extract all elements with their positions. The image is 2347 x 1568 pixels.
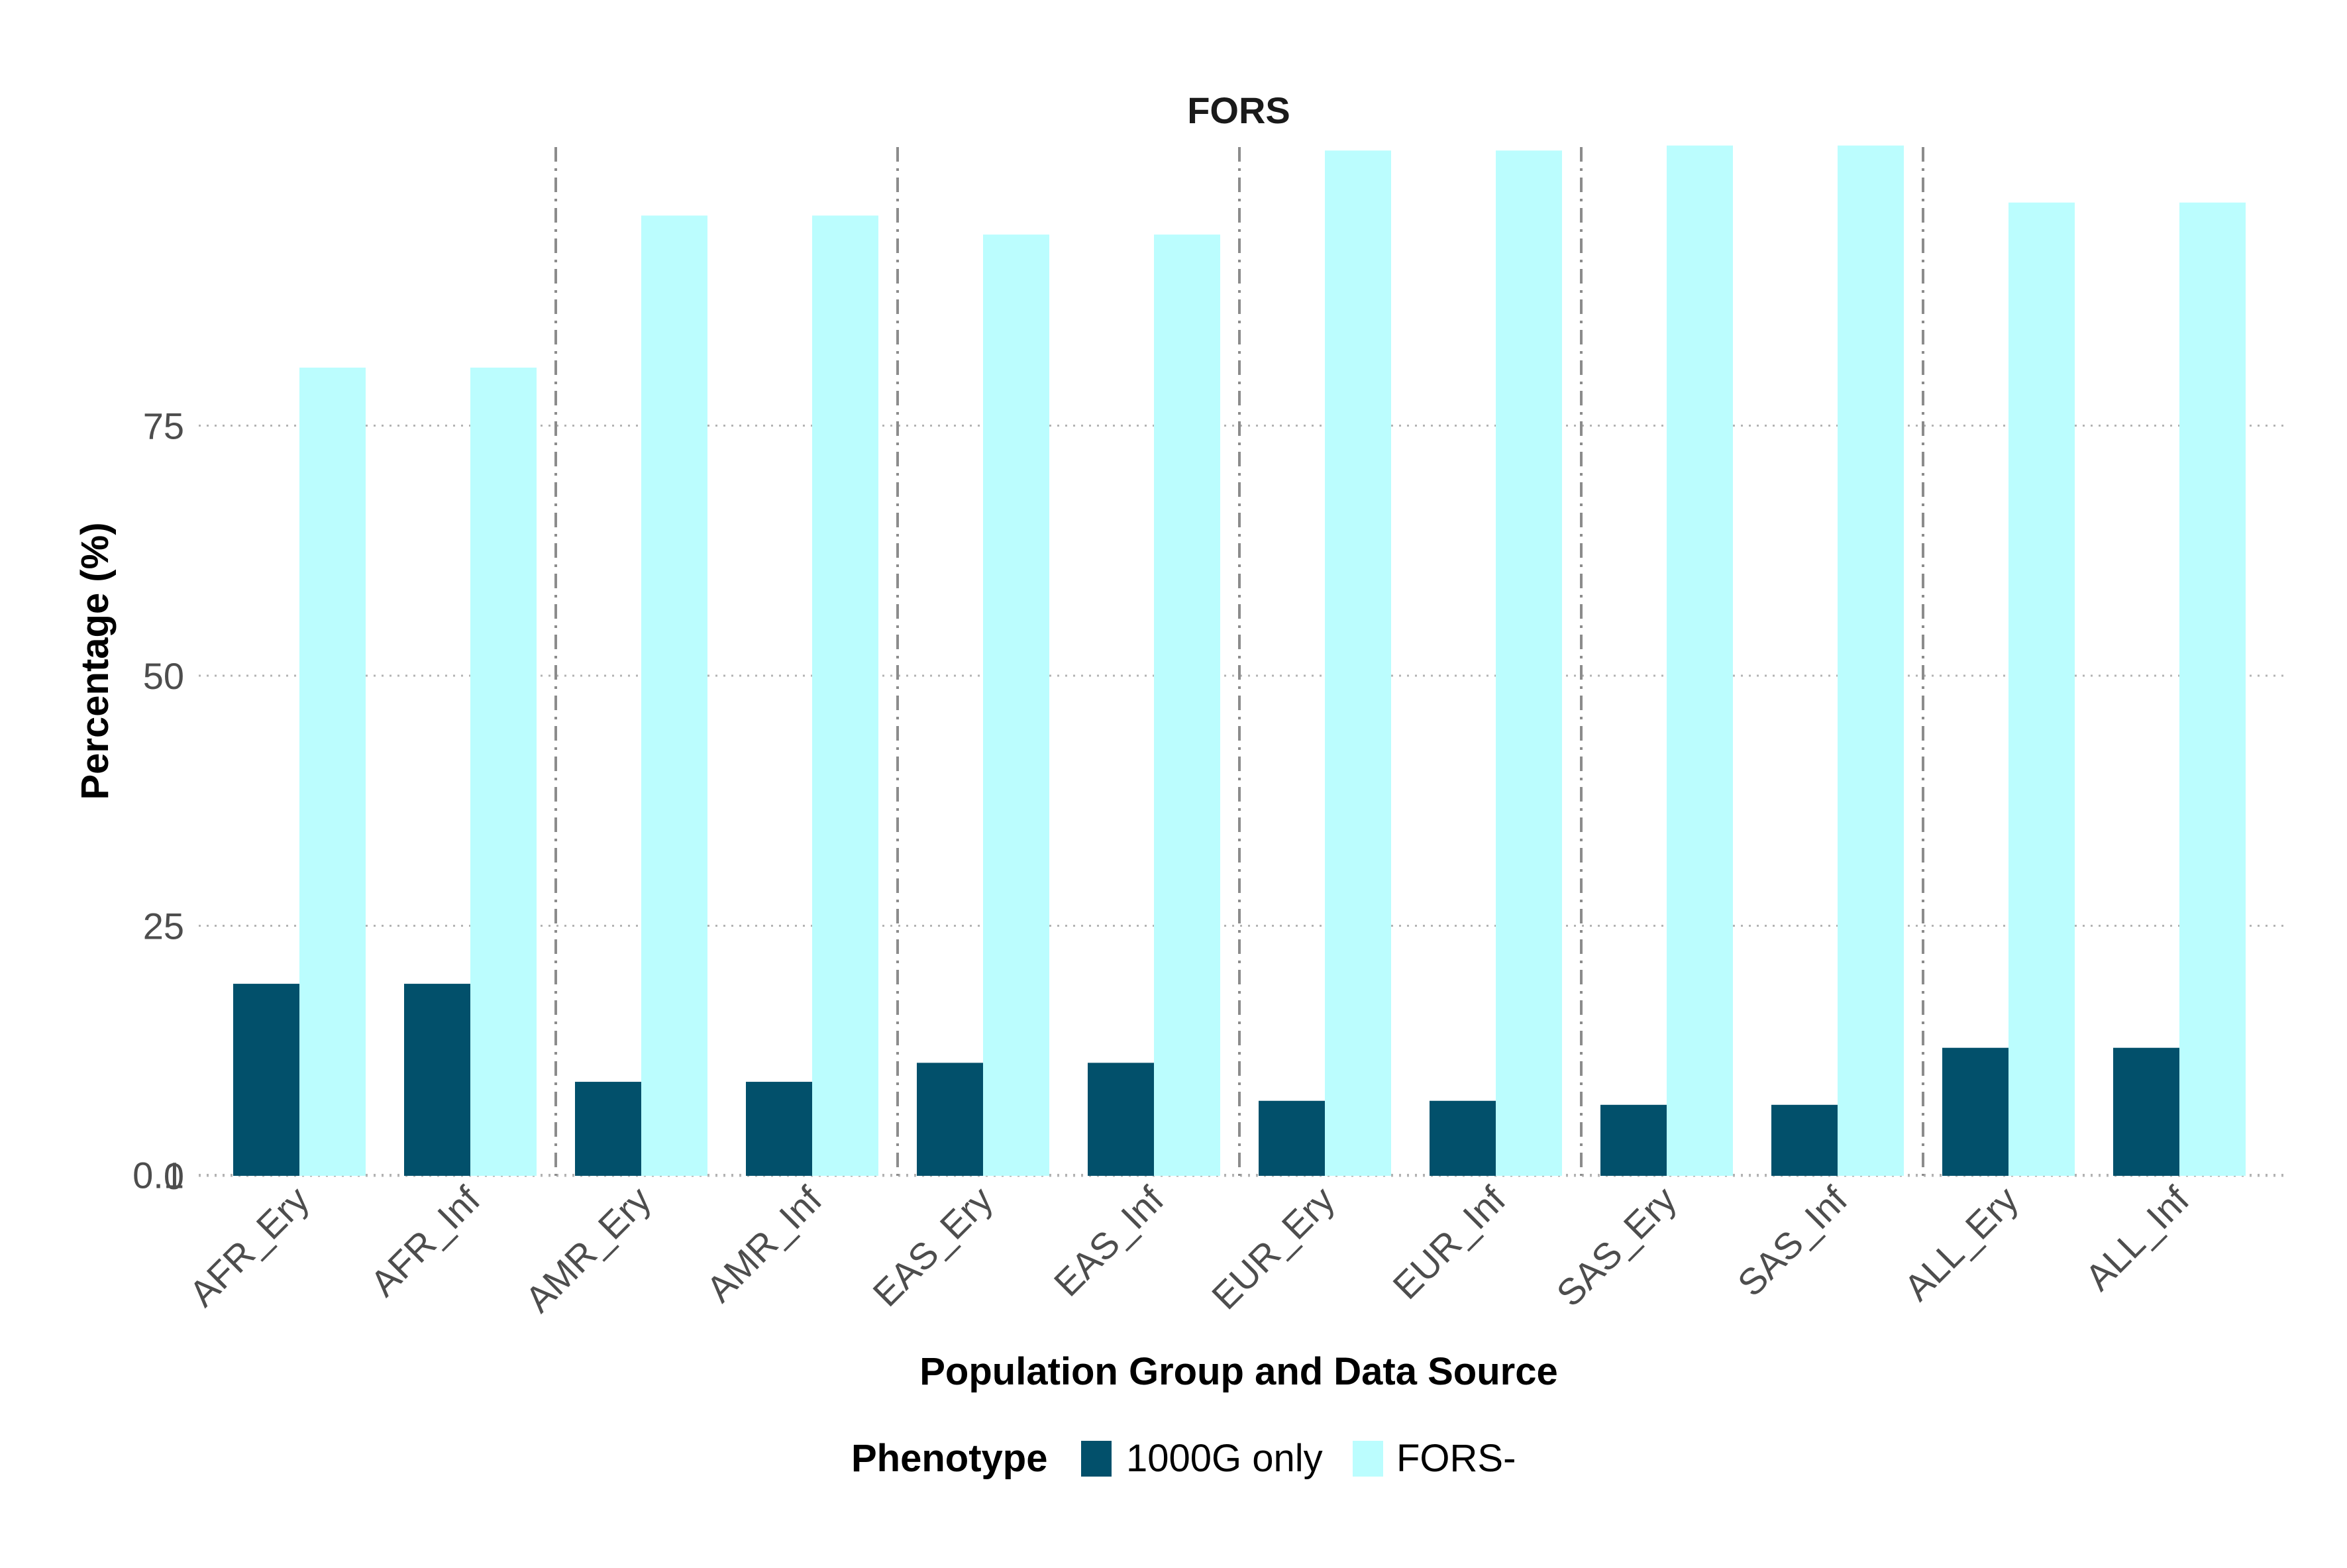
y-tick-label: 0 [164,1155,184,1197]
y-tick-labels: 00.1 25 50 75 [132,405,184,1198]
x-tick-label: ALL_Ery [1896,1178,2026,1308]
x-tick-label: SAS_Inf [1730,1178,1855,1304]
x-tick-label: EAS_Inf [1046,1178,1172,1304]
bar-fors-minus [1838,145,1904,1176]
y-tick-label: 0.1 [132,1154,184,1196]
bar-fors-minus [1154,235,1220,1176]
group-separators [554,147,1924,1176]
bar-fors-minus [470,367,537,1176]
x-tick-label: SAS_Ery [1548,1178,1684,1314]
bar-1000g-only [1259,1100,1325,1176]
y-tick-label: 75 [143,405,184,447]
bar-1000g-only [1430,1100,1496,1176]
bar-fors-minus [1496,150,1562,1176]
legend-label-1000g-only: 1000G only [1126,1437,1323,1480]
y-tick-label: 25 [143,906,184,947]
x-tick-label: EUR_Inf [1384,1178,1514,1308]
bar-1000g-only [233,984,299,1176]
bar-1000g-only [1771,1104,1838,1176]
legend-swatch-1000g-only [1081,1441,1112,1477]
bar-1000g-only [1600,1104,1667,1176]
bar-1000g-only [746,1082,812,1176]
bars [233,145,2246,1176]
bar-1000g-only [1942,1047,2008,1176]
x-tick-label: AMR_Inf [698,1178,830,1310]
legend-swatch-fors-minus [1353,1441,1383,1477]
y-tick-label: 50 [143,655,184,697]
chart-title: FORS [1187,89,1290,131]
bar-fors-minus [812,215,878,1176]
x-tick-label: ALL_Inf [2077,1178,2197,1298]
legend-title: Phenotype [851,1437,1048,1480]
bar-1000g-only [2113,1047,2179,1176]
bar-1000g-only [404,984,470,1176]
legend-label-fors-minus: FORS- [1396,1437,1516,1480]
bar-1000g-only [917,1063,983,1176]
bar-fors-minus [299,367,366,1176]
bar-fors-minus [983,235,1049,1176]
bar-1000g-only [1088,1063,1154,1176]
bar-fors-minus [2179,202,2246,1176]
legend: Phenotype 1000G only FORS- [851,1437,1516,1480]
bar-fors-minus [2008,202,2075,1176]
x-tick-labels: AFR_Ery AFR_Inf AMR_Ery AMR_Inf EAS_Ery EAS_I… [181,1178,2197,1320]
x-tick-label: AFR_Inf [362,1178,488,1304]
x-tick-label: AFR_Ery [181,1178,317,1314]
x-tick-label: EUR_Ery [1204,1178,1343,1318]
x-tick-label: EAS_Ery [864,1178,1000,1314]
x-axis-title: Population Group and Data Source [919,1350,1558,1393]
bar-1000g-only [575,1082,641,1176]
y-axis-title: Percentage (%) [74,522,117,800]
bar-fors-minus [1667,145,1733,1176]
bar-fors-minus [1325,150,1391,1176]
bar-fors-minus [641,215,707,1176]
x-tick-label: AMR_Ery [517,1178,659,1320]
